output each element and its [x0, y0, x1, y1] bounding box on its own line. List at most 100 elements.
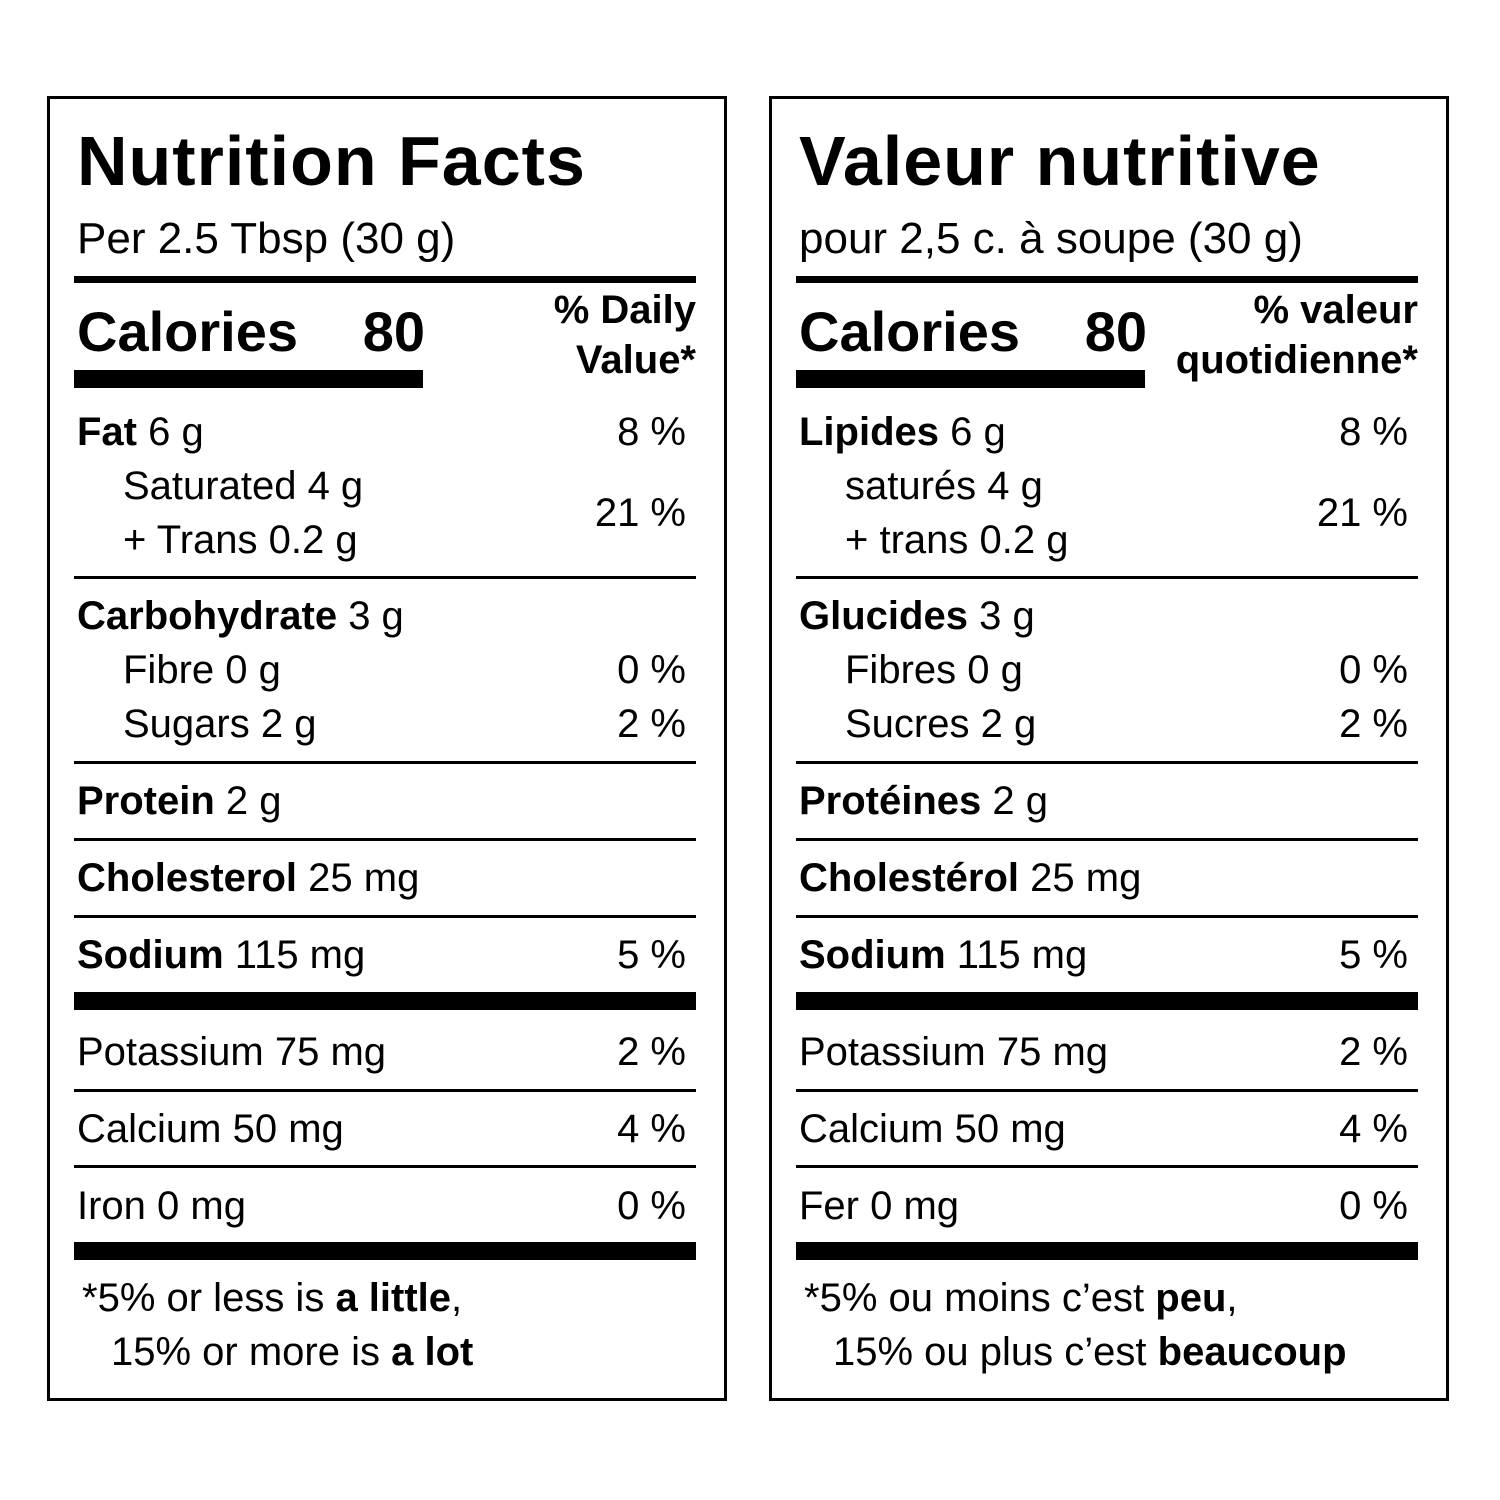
- nutrient-row-potassium: Potassium 75 mg 2 %: [799, 1025, 1408, 1079]
- divider: [796, 1165, 1418, 1168]
- sat-trans-dv: 21 %: [1316, 491, 1408, 535]
- nutrient-amount: 25 mg: [308, 856, 420, 900]
- nutrient-row-fibre: Fibres 0 g 0 %: [799, 643, 1408, 697]
- divider: [74, 915, 696, 918]
- footnote-emphasis: a little: [335, 1276, 452, 1320]
- nutrient-dv: 0 %: [1339, 648, 1408, 692]
- serving-size: Per 2.5 Tbsp (30 g): [77, 214, 456, 263]
- nutrient-name: Sodium: [799, 933, 946, 977]
- nutrient-amount: 2 g: [992, 779, 1049, 823]
- nutrient-label: Fer 0 mg: [799, 1184, 960, 1228]
- footnote-emphasis: peu: [1155, 1276, 1227, 1320]
- nutrient-label: saturés 4 g: [845, 464, 1043, 508]
- footnote-text: 5% or less is: [97, 1276, 336, 1320]
- nutrient-label: Sugars 2 g: [123, 702, 317, 746]
- nutrient-row-calcium: Calcium 50 mg 4 %: [77, 1102, 686, 1156]
- divider: [796, 761, 1418, 764]
- nutrient-label: Fibre 0 g: [123, 648, 281, 692]
- dv-header-line2: quotidienne*: [1175, 338, 1418, 382]
- divider: [74, 761, 696, 764]
- calories-bar: [74, 370, 423, 388]
- footnote-text: 5% ou moins c’est: [819, 1276, 1156, 1320]
- nutrient-dv: 4 %: [1339, 1107, 1408, 1151]
- nutrient-dv: 2 %: [1339, 1030, 1408, 1074]
- nutrient-row-trans: + trans 0.2 g: [799, 513, 1408, 567]
- nutrient-name: Glucides: [799, 594, 968, 638]
- divider: [796, 915, 1418, 918]
- dv-header-line2: Value*: [575, 338, 696, 382]
- nutrient-amount: 3 g: [979, 594, 1035, 638]
- nutrient-row-fibre: Fibre 0 g 0 %: [77, 643, 686, 697]
- nutrient-row-sodium: Sodium 115 mg 5 %: [799, 928, 1408, 982]
- nutrient-row-trans: + Trans 0.2 g: [77, 513, 686, 567]
- thick-divider: [74, 1242, 696, 1260]
- nutrient-dv: 0 %: [617, 648, 686, 692]
- nutrient-amount: 3 g: [348, 594, 404, 638]
- nutrient-label: Potassium 75 mg: [799, 1030, 1109, 1074]
- nutrient-row-sugars: Sugars 2 g 2 %: [77, 697, 686, 751]
- nutrient-name: Cholestérol: [799, 856, 1020, 900]
- divider: [796, 276, 1418, 283]
- footnote-text: 15% ou plus c’est: [833, 1330, 1158, 1374]
- daily-value-footnote: *5% ou moins c’est peu, 15% ou plus c’es…: [804, 1271, 1347, 1379]
- nutrient-label: Saturated 4 g: [123, 464, 364, 508]
- nutrient-name: Sodium: [77, 933, 224, 977]
- calories-bar: [796, 370, 1145, 388]
- nutrient-name: Lipides: [799, 410, 940, 454]
- nutrient-dv: 2 %: [1339, 702, 1408, 746]
- calories-value: 80: [1084, 300, 1147, 363]
- nutrient-name: Fat: [77, 410, 137, 454]
- dv-header-line1: % Daily: [553, 288, 696, 332]
- nutrient-name: Protéines: [799, 779, 982, 823]
- divider: [74, 1089, 696, 1092]
- thick-divider: [74, 992, 696, 1010]
- nutrient-amount: 2 g: [225, 779, 282, 823]
- nutrient-label: + Trans 0.2 g: [123, 518, 358, 562]
- nutrient-row-fat: Fat 6 g 8 %: [77, 405, 686, 459]
- panel-title: Valeur nutritive: [799, 122, 1321, 200]
- daily-value-header: % valeur quotidienne*: [1118, 285, 1418, 385]
- divider: [796, 1089, 1418, 1092]
- nutrient-row-potassium: Potassium 75 mg 2 %: [77, 1025, 686, 1079]
- nutrient-dv: 0 %: [1339, 1184, 1408, 1228]
- nutrient-row-iron: Iron 0 mg 0 %: [77, 1179, 686, 1233]
- serving-size: pour 2,5 c. à soupe (30 g): [799, 214, 1303, 263]
- daily-value-header: % Daily Value*: [396, 285, 696, 385]
- nutrient-row-sodium: Sodium 115 mg 5 %: [77, 928, 686, 982]
- footnote-star: *: [804, 1276, 820, 1320]
- panel-title: Nutrition Facts: [77, 122, 586, 200]
- nutrient-row-saturated: Saturated 4 g: [77, 459, 686, 513]
- nutrient-label: Sucres 2 g: [845, 702, 1037, 746]
- calories-value: 80: [362, 300, 425, 363]
- nutrient-row-calcium: Calcium 50 mg 4 %: [799, 1102, 1408, 1156]
- footnote-text: ,: [1226, 1276, 1238, 1320]
- nutrient-row-iron: Fer 0 mg 0 %: [799, 1179, 1408, 1233]
- divider: [74, 576, 696, 579]
- nutrient-amount: 6 g: [148, 410, 204, 454]
- calories-label: Calories: [77, 300, 298, 363]
- nutrient-label: Calcium 50 mg: [799, 1107, 1066, 1151]
- nutrient-label: Fibres 0 g: [845, 648, 1023, 692]
- nutrient-dv: 8 %: [1339, 410, 1408, 454]
- nutrient-label: Potassium 75 mg: [77, 1030, 387, 1074]
- nutrient-row-fat: Lipides 6 g 8 %: [799, 405, 1408, 459]
- nutrient-dv: 4 %: [617, 1107, 686, 1151]
- nutrient-row-carbohydrate: Glucides 3 g: [799, 589, 1408, 643]
- nutrient-row-sugars: Sucres 2 g 2 %: [799, 697, 1408, 751]
- daily-value-footnote: *5% or less is a little, 15% or more is …: [82, 1271, 473, 1379]
- footnote-text: 15% or more is: [111, 1330, 392, 1374]
- nutrition-facts-panel-english: Nutrition Facts Per 2.5 Tbsp (30 g) Calo…: [47, 96, 727, 1401]
- divider: [74, 838, 696, 841]
- nutrient-row-cholesterol: Cholestérol 25 mg: [799, 851, 1408, 905]
- nutrient-row-protein: Protéines 2 g: [799, 774, 1408, 828]
- nutrient-label: Calcium 50 mg: [77, 1107, 344, 1151]
- dv-header-line1: % valeur: [1253, 288, 1418, 332]
- nutrient-dv: 8 %: [617, 410, 686, 454]
- nutrient-row-cholesterol: Cholesterol 25 mg: [77, 851, 686, 905]
- thick-divider: [796, 1242, 1418, 1260]
- thick-divider: [796, 992, 1418, 1010]
- divider: [74, 276, 696, 283]
- nutrient-amount: 115 mg: [956, 933, 1088, 977]
- nutrient-amount: 25 mg: [1030, 856, 1142, 900]
- footnote-text: ,: [451, 1276, 463, 1320]
